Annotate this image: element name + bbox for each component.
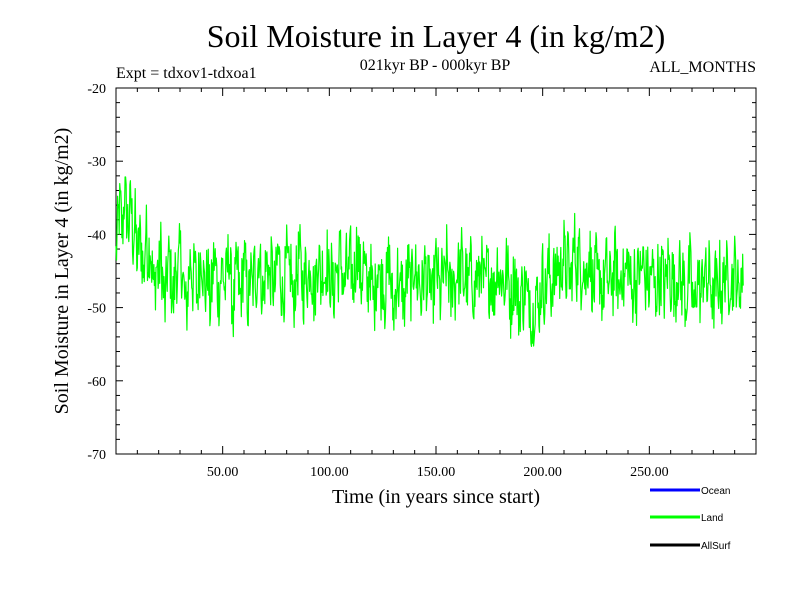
x-tick-label: 100.00: [310, 465, 349, 480]
x-tick-label: 250.00: [630, 465, 669, 480]
experiment-label: Expt = tdxov1-tdxoa1: [116, 65, 257, 82]
axis-tick-labels: -70 -60 -50 -40 -30 -20 50.00 100.00 150.00 200.0…: [87, 82, 668, 480]
axis-ticks: [116, 87, 756, 455]
y-tick-label: -50: [87, 302, 106, 317]
legend: Ocean Land AllSurf: [650, 486, 731, 552]
y-axis-label: Soil Moisture in Layer 4 (in kg/m2): [51, 128, 73, 415]
legend-label-ocean: Ocean: [701, 486, 730, 497]
y-tick-label: -60: [87, 375, 106, 390]
plot-area: -70 -60 -50 -40 -30 -20 50.00 100.00 150.00 200.0…: [87, 82, 757, 480]
land-series-line: [115, 176, 744, 348]
x-axis-label: Time (in years since start): [332, 486, 540, 508]
period-label: 021kyr BP - 000kyr BP: [360, 57, 511, 74]
y-tick-label: -70: [87, 448, 106, 463]
y-tick-label: -40: [87, 228, 106, 243]
x-tick-label: 150.00: [417, 465, 456, 480]
months-label: ALL_MONTHS: [649, 59, 756, 76]
legend-label-allsurf: AllSurf: [701, 541, 731, 552]
y-tick-label: -20: [87, 82, 106, 97]
chart-title: Soil Moisture in Layer 4 (in kg/m2): [207, 18, 666, 54]
x-tick-label: 200.00: [523, 465, 562, 480]
legend-label-land: Land: [701, 513, 723, 524]
x-tick-label: 50.00: [207, 465, 239, 480]
y-tick-label: -30: [87, 155, 106, 170]
